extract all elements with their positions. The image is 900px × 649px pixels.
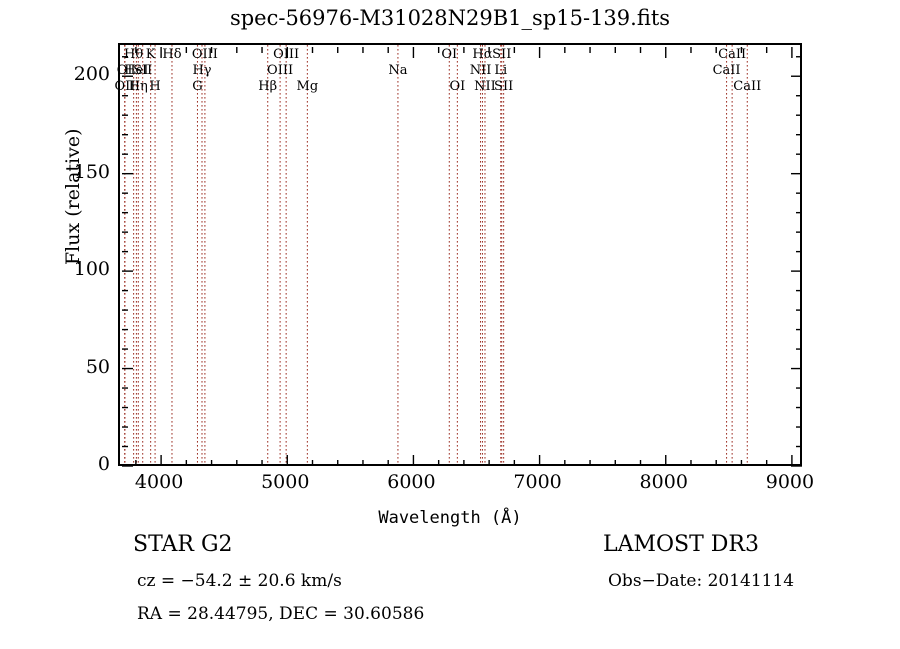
y-tick-label: 0 bbox=[97, 453, 110, 475]
spectral-line-label: H bbox=[149, 79, 161, 94]
spectral-line-label: OI bbox=[441, 47, 458, 62]
spectral-line-label: OIII bbox=[191, 47, 218, 62]
spectral-line-label: NII bbox=[469, 63, 492, 78]
spectral-line-label: HeI bbox=[124, 63, 149, 78]
y-tick-label: 50 bbox=[85, 355, 110, 378]
spectral-line-label: SII bbox=[494, 79, 514, 94]
y-tick-label: 150 bbox=[73, 160, 110, 183]
survey-name: LAMOST DR3 bbox=[603, 532, 759, 557]
spectral-line-label: SII bbox=[133, 63, 153, 78]
object-class: STAR G2 bbox=[133, 532, 233, 557]
spectral-line-label: OI bbox=[116, 63, 133, 78]
plot-area bbox=[118, 43, 802, 467]
spectral-line-label: OI bbox=[449, 79, 466, 94]
y-tick-label: 100 bbox=[73, 258, 110, 281]
spectral-line-label: Hθ bbox=[124, 47, 144, 62]
spectral-line-label: OIII bbox=[267, 63, 294, 78]
spectral-line-label: Hδ bbox=[162, 47, 182, 62]
axis-ticks bbox=[122, 47, 802, 467]
x-tick-label: 8000 bbox=[639, 471, 688, 493]
spectral-line-label: CaII bbox=[718, 47, 747, 62]
spectral-line-label: OII bbox=[114, 79, 136, 94]
x-tick-label: 5000 bbox=[261, 471, 310, 493]
spectral-line-label: K bbox=[145, 47, 156, 62]
observation-date: Obs−Date: 20141114 bbox=[608, 571, 795, 591]
spectral-line-label: OIII bbox=[273, 47, 300, 62]
x-tick-label: 6000 bbox=[387, 471, 436, 493]
x-tick-label: 9000 bbox=[765, 471, 815, 493]
line-marker-layer bbox=[124, 45, 748, 464]
x-tick-label: 7000 bbox=[513, 471, 562, 493]
spectral-line-label: Hγ bbox=[192, 63, 212, 78]
y-tick-label: 200 bbox=[73, 63, 110, 86]
y-axis-label: Flux (relative) bbox=[62, 128, 84, 265]
spectral-line-label: Li bbox=[494, 63, 508, 78]
x-tick-label: 4000 bbox=[134, 471, 184, 493]
figure-title: spec-56976-M31028N29B1_sp15-139.fits bbox=[229, 6, 671, 30]
spectral-line-label: Na bbox=[388, 63, 408, 78]
spectral-line-label: CaII bbox=[712, 63, 741, 78]
spectral-line-label: G bbox=[192, 79, 203, 94]
x-axis-label: Wavelength (Å) bbox=[378, 508, 522, 528]
plot-clip bbox=[120, 45, 800, 464]
spectral-line-label: Hα bbox=[472, 47, 493, 62]
spectral-line-label: Hη bbox=[128, 79, 148, 94]
spectral-line-label: Mg bbox=[296, 79, 319, 94]
spectral-line-label: CaII bbox=[733, 79, 762, 94]
coordinates: RA = 28.44795, DEC = 30.60586 bbox=[137, 604, 425, 624]
redshift-velocity: cz = −54.2 ± 20.6 km/s bbox=[137, 571, 342, 591]
spectral-line-label: Hβ bbox=[258, 79, 278, 94]
spectral-line-label: NII bbox=[474, 79, 496, 94]
spectral-line-label: SII bbox=[492, 47, 512, 62]
